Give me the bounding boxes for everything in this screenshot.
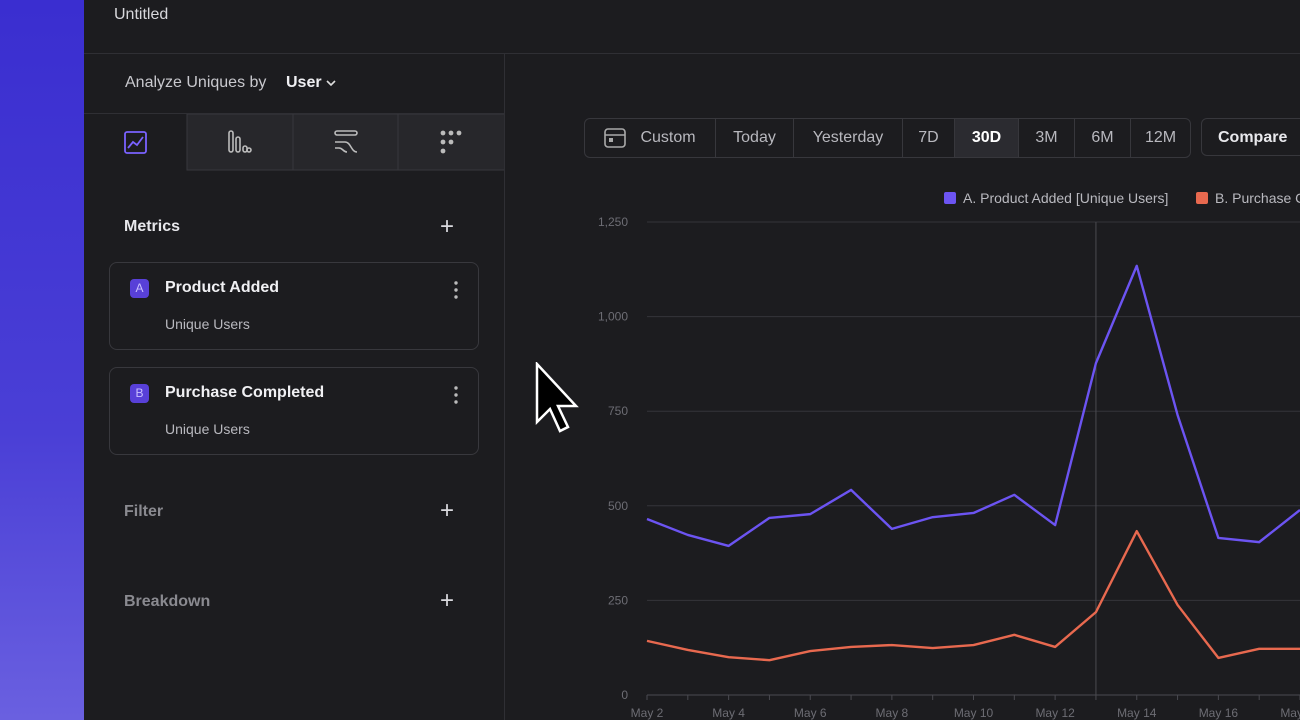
y-tick-label: 0: [621, 688, 628, 702]
x-tick-label: May 14: [1117, 706, 1157, 720]
range-button[interactable]: 3M: [1018, 119, 1074, 157]
dot: [454, 386, 458, 390]
legend-swatch: [944, 192, 956, 204]
range-label: Today: [733, 129, 776, 146]
x-tick-label: May 16: [1199, 706, 1239, 720]
series-line: [646, 264, 1300, 548]
calendar-icon: [604, 128, 627, 148]
legend-label: A. Product Added [Unique Users]: [963, 190, 1168, 206]
doc-title[interactable]: Untitled: [114, 6, 169, 23]
legend-label: B. Purchase Completed [Unique Users]: [1215, 190, 1300, 206]
metric-name: Purchase Completed: [165, 384, 325, 401]
legend-swatch: [1196, 192, 1208, 204]
x-tick-label: May 12: [1035, 706, 1075, 720]
range-button[interactable]: Custom: [585, 119, 715, 157]
add-breakdown[interactable]: +: [440, 587, 455, 614]
y-tick-label: 1,000: [598, 310, 628, 324]
range-button[interactable]: 12M: [1130, 119, 1190, 157]
range-button[interactable]: 6M: [1074, 119, 1130, 157]
x-tick-label: May 8: [876, 706, 909, 720]
metric-letter: B: [130, 384, 149, 403]
cursor: [535, 362, 579, 433]
dot: [454, 288, 458, 292]
metrics-title: Metrics: [124, 218, 181, 235]
range-label: 6M: [1091, 129, 1114, 146]
more-menu[interactable]: [454, 386, 458, 404]
metric-name: Product Added: [165, 279, 280, 296]
range-label: 7D: [918, 129, 939, 146]
analyze-value[interactable]: User: [286, 74, 336, 92]
chevron: [326, 80, 336, 87]
range-label: Custom: [640, 129, 696, 146]
view-tabs[interactable]: [84, 114, 504, 172]
date-range: Custom Today Yesterday 7D 30D 3M 6M 12M: [584, 118, 1191, 158]
metric-card[interactable]: A Product Added Unique Users: [109, 262, 479, 350]
more-menu[interactable]: [454, 281, 458, 299]
icon: [604, 128, 627, 148]
add-filter[interactable]: +: [440, 497, 455, 524]
metric-measure: Unique Users: [165, 421, 250, 437]
metric-measure: Unique Users: [165, 316, 250, 332]
range-button[interactable]: 30D: [954, 119, 1018, 157]
dot: [454, 393, 458, 397]
icon: [609, 138, 614, 142]
breakdown-title: Breakdown: [124, 593, 211, 610]
dot: [454, 281, 458, 285]
range-label: 12M: [1144, 129, 1177, 146]
metric-card[interactable]: B Purchase Completed Unique Users: [109, 367, 479, 455]
range-label: Yesterday: [812, 129, 884, 146]
add-metric[interactable]: +: [440, 213, 455, 240]
divider: [504, 54, 505, 720]
range-label: 30D: [971, 129, 1002, 146]
range-button[interactable]: Yesterday: [793, 119, 902, 157]
y-tick-label: 1,250: [598, 215, 628, 229]
x-tick-label: May 4: [712, 706, 745, 720]
filter-title: Filter: [124, 503, 164, 520]
x-tick-label: May 10: [954, 706, 994, 720]
x-tick-label: May 2: [631, 706, 664, 720]
y-tick-label: 750: [608, 404, 628, 418]
dot: [454, 400, 458, 404]
range-button[interactable]: Today: [715, 119, 793, 157]
range-button[interactable]: 7D: [902, 119, 954, 157]
analyze-label: Analyze Uniques by: [125, 74, 267, 91]
x-tick-label: May 6: [794, 706, 827, 720]
background-strip: [0, 0, 84, 720]
dot: [454, 295, 458, 299]
analyze-value-text[interactable]: User: [286, 74, 322, 91]
range-label: 3M: [1035, 129, 1058, 146]
y-tick-label: 250: [608, 593, 628, 607]
x-tick-label: May 18: [1280, 706, 1300, 720]
metric-letter: A: [130, 279, 149, 298]
y-tick-label: 500: [608, 499, 628, 513]
top-bar: Untitled: [84, 0, 1300, 54]
compare-button[interactable]: Compare: [1201, 118, 1300, 156]
series-line: [646, 529, 1300, 662]
